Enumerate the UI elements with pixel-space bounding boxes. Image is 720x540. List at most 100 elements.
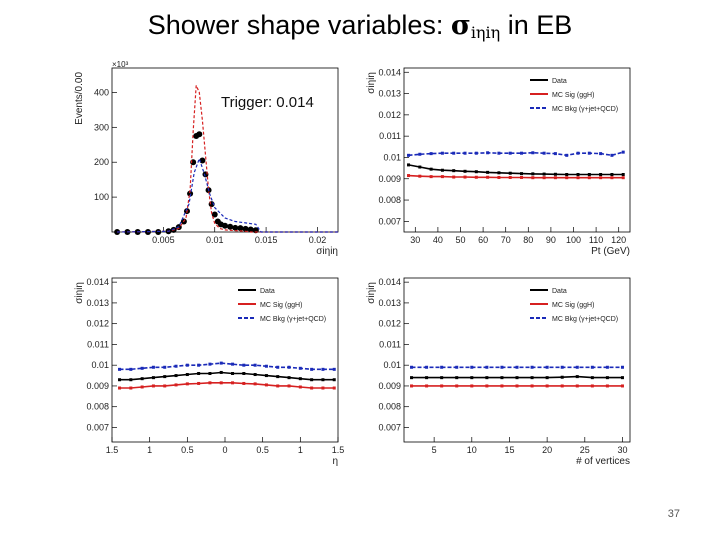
data-point [407,174,411,178]
legend-label: MC Bkg (γ+jet+QCD) [260,316,326,323]
y-tick-label: 0.009 [86,381,109,391]
data-point [118,367,122,371]
data-point [276,365,280,369]
x-tick-label: 1 [147,445,152,455]
page-number: 37 [667,508,680,520]
data-point [605,384,609,388]
data-point [174,383,178,387]
data-point [610,176,614,180]
data-point [545,365,549,369]
data-point [410,376,414,380]
data-point [196,131,203,138]
plot-frame [403,67,631,233]
data-point [545,384,549,388]
data-point [621,172,625,176]
y-tick-label: 0.012 [86,319,109,329]
data-point [508,171,512,175]
data-point [553,176,557,180]
data-point [542,151,546,155]
data-point [410,365,414,369]
data-point [140,366,144,370]
data-point [208,362,212,366]
y-tick-label: 0.008 [378,402,401,412]
slide-title: Shower shape variables: σiηiη in EB [0,10,720,42]
data-point [565,176,569,180]
y-tick-label: 0.009 [378,174,401,184]
x-tick-label: 50 [455,235,465,245]
data-point [185,363,189,367]
data-point [197,381,201,385]
x-tick-label: 1.5 [106,445,119,455]
y-tick-label: 0.013 [378,298,401,308]
data-point [470,384,474,388]
data-point [530,384,534,388]
plot-frame [403,277,631,443]
data-point [237,225,244,232]
data-point [576,172,580,176]
data-point [332,367,336,371]
x-tick-label: 40 [433,235,443,245]
data-point [129,378,133,382]
data-point [599,152,603,156]
data-point [242,371,246,375]
series-line [117,156,338,233]
data-point [474,175,478,179]
data-point [185,382,189,386]
x-tick-label: 70 [501,235,511,245]
data-point [590,376,594,380]
y-tick-label: 200 [94,157,109,167]
data-point [429,152,433,156]
x-tick-label: 20 [542,445,552,455]
data-point [515,376,519,380]
x-tick-label: 30 [617,445,627,455]
y-tick-label: 0.008 [86,402,109,412]
data-point [440,151,444,155]
y-tick-label: 0.011 [379,339,401,349]
y-axis-label: σiηiη [366,72,377,94]
data-point [310,378,314,382]
chart-panel-pt: 30 40 50 60 70 80 90 100 110 120 0.007 0.008 0.009 0.… [366,67,631,257]
data-point [440,168,444,172]
y-tick-label: 0.011 [379,131,401,141]
x-tick-label: 90 [546,235,556,245]
data-point [197,363,201,367]
data-point [140,385,144,389]
series-line [408,174,624,179]
title-symbol: σ [450,10,471,41]
data-point [500,365,504,369]
plot-frame [111,67,339,233]
data-point [298,366,302,370]
data-point [418,152,422,156]
data-point [287,365,291,369]
data-point [599,176,603,180]
title-suffix: in EB [500,10,573,40]
data-point [486,175,490,179]
legend-label: MC Sig (ggH) [552,92,594,99]
data-point [242,363,246,367]
x-tick-label: 25 [580,445,590,455]
data-point [545,376,549,380]
chart-panel-hist: 0.005 0.01 0.015 0.02 100 200 300 400 σiηiη Event… [74,60,339,257]
y-tick-label: 0.007 [86,422,109,432]
data-point [219,361,223,365]
data-point [219,370,223,374]
data-point [515,384,519,388]
data-point [222,222,228,229]
data-point [455,365,459,369]
y-tick-label: 0.009 [378,381,401,391]
data-point [576,151,580,155]
data-point [463,151,467,155]
data-point [231,381,235,385]
data-point [151,365,155,369]
series-line [117,85,338,233]
y-axis-label: σiηiη [74,282,85,304]
data-point [425,376,429,380]
data-point [565,153,569,157]
data-point [174,364,178,368]
data-point [231,362,235,366]
data-point [208,381,212,385]
y-tick-label: 0.01 [91,360,109,370]
data-point [560,365,564,369]
data-point [587,172,591,176]
data-point [410,384,414,388]
